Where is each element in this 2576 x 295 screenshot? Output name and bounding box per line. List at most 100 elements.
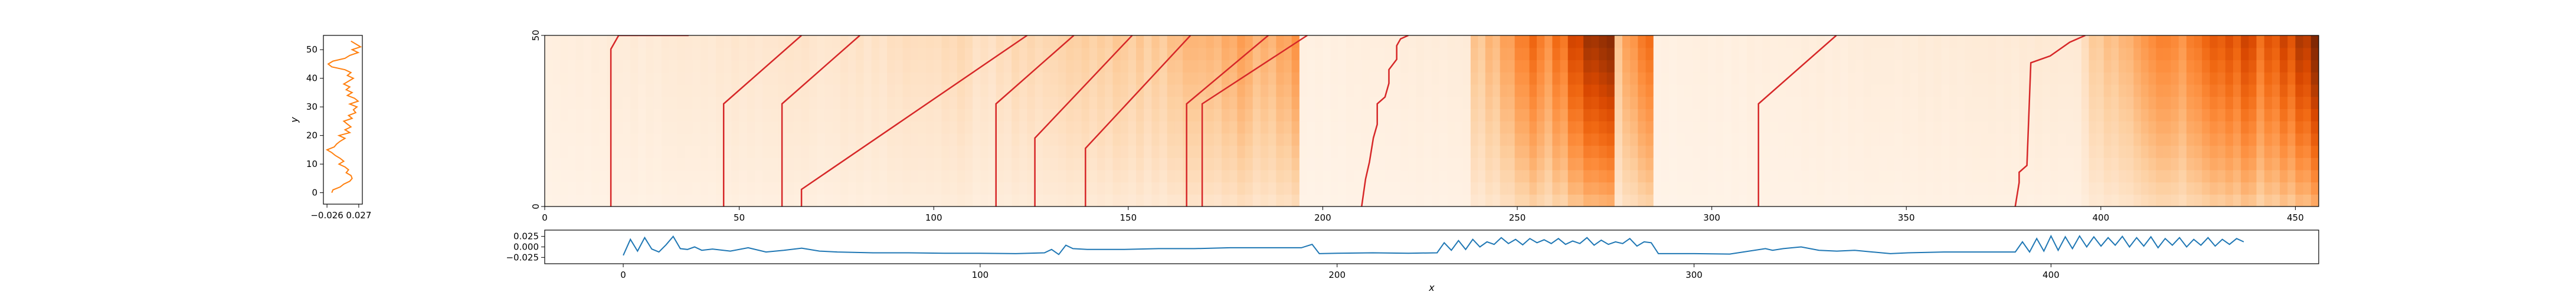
heatmap-cell <box>1206 158 1215 171</box>
heatmap-cell <box>879 109 888 122</box>
heatmap-cell <box>926 84 934 97</box>
heatmap-cell <box>1423 121 1432 134</box>
heatmap-cell <box>1307 60 1315 73</box>
heatmap-cell <box>1447 194 1456 206</box>
heatmap-cell <box>1361 194 1370 206</box>
heatmap-cell <box>1926 109 1934 122</box>
heatmap-cell <box>2256 109 2265 122</box>
heatmap-cell <box>1583 133 1592 146</box>
heatmap-cell <box>1723 121 1732 134</box>
heatmap-cell <box>1423 96 1432 109</box>
heatmap-cell <box>840 72 849 85</box>
heatmap-cell <box>1307 194 1315 206</box>
heatmap-cell <box>2186 133 2195 146</box>
heatmap-cell <box>871 60 880 73</box>
heatmap-cell <box>1910 169 1919 183</box>
heatmap-cell <box>1677 158 1685 171</box>
heatmap-cell <box>762 96 771 109</box>
heatmap-cell <box>949 133 958 146</box>
heatmap-cell <box>1583 84 1592 97</box>
heatmap-cell <box>1105 194 1114 206</box>
heatmap-cell <box>1393 121 1401 134</box>
heatmap-cell <box>762 182 771 195</box>
heatmap-cell <box>1097 96 1105 109</box>
heatmap-cell <box>910 194 919 206</box>
heatmap-cell <box>1972 169 1981 183</box>
heatmap-cell <box>2171 194 2179 206</box>
heatmap-cell <box>809 109 818 122</box>
heatmap-cell <box>879 84 888 97</box>
heatmap-cell <box>638 72 646 85</box>
heatmap-cell <box>785 60 794 73</box>
heatmap-cell <box>1645 194 1654 206</box>
heatmap-cell <box>1229 169 1238 183</box>
heatmap-cell <box>1408 169 1417 183</box>
heatmap-cell <box>863 145 872 158</box>
heatmap-cell <box>1439 109 1448 122</box>
heatmap-cell <box>552 60 561 73</box>
heatmap-cell <box>700 133 709 146</box>
heatmap-cell <box>1174 158 1183 171</box>
heatmap-cell <box>2042 145 2051 158</box>
heatmap-cell <box>2310 60 2319 73</box>
heatmap-cell <box>1801 158 1810 171</box>
heatmap-cell <box>2011 35 2019 48</box>
heatmap-cell <box>1684 169 1693 183</box>
heatmap-cell <box>1105 158 1114 171</box>
heatmap-cell <box>1222 35 1230 48</box>
heatmap-cell <box>1529 60 1537 73</box>
heatmap-cell <box>1492 133 1501 146</box>
heatmap-cell <box>1408 194 1417 206</box>
heatmap-cell <box>1268 109 1276 122</box>
heatmap-cell <box>1183 84 1191 97</box>
heatmap-cell <box>1894 194 1903 206</box>
heatmap-cell <box>1120 72 1129 85</box>
heatmap-cell <box>1785 84 1794 97</box>
heatmap-cell <box>1606 121 1615 134</box>
heatmap-cell <box>1918 47 1926 61</box>
heatmap-cell <box>1793 35 1802 48</box>
heatmap-cell <box>1050 60 1059 73</box>
heatmap-cell <box>1462 35 1471 48</box>
heatmap-cell <box>2111 109 2119 122</box>
heatmap-cell <box>2280 133 2288 146</box>
heatmap-cell <box>1669 145 1677 158</box>
heatmap-cell <box>1268 194 1276 206</box>
heatmap-cell <box>1700 96 1708 109</box>
heatmap-cell <box>1723 133 1732 146</box>
heatmap-cell <box>2310 145 2319 158</box>
heatmap-cell <box>1638 47 1647 61</box>
heatmap-cell <box>622 158 631 171</box>
heatmap-cell <box>1956 158 1965 171</box>
heatmap-cell <box>1089 121 1098 134</box>
heatmap-cell <box>1462 60 1471 73</box>
heatmap-cell <box>638 182 646 195</box>
heatmap-cell <box>1583 35 1592 48</box>
heatmap-cell <box>552 194 561 206</box>
heatmap-cell <box>1455 169 1464 183</box>
heatmap-cell <box>1941 84 1950 97</box>
heatmap-cell <box>926 133 934 146</box>
heatmap-cell <box>1315 60 1324 73</box>
heatmap-cell <box>1677 60 1685 73</box>
heatmap-cell <box>1731 96 1740 109</box>
heatmap-cell <box>1066 182 1075 195</box>
heatmap-cell <box>2004 35 2012 48</box>
heatmap-cell <box>1855 121 1864 134</box>
heatmap-cell <box>2248 72 2257 85</box>
heatmap-cell <box>716 109 724 122</box>
heatmap-cell <box>591 169 600 183</box>
heatmap-cell <box>1027 133 1036 146</box>
heatmap-cell <box>1918 182 1926 195</box>
heatmap-cell <box>754 133 763 146</box>
heatmap-cell <box>2271 158 2280 171</box>
heatmap-cell <box>2225 109 2234 122</box>
heatmap-cell <box>1492 60 1501 73</box>
heatmap-cell <box>1500 60 1508 73</box>
heatmap-cell <box>1933 84 1942 97</box>
heatmap-cell <box>1926 145 1934 158</box>
heatmap-cell <box>568 158 577 171</box>
heatmap-cell <box>1809 194 1818 206</box>
heatmap-cell <box>1514 96 1523 109</box>
heatmap-cell <box>1575 96 1584 109</box>
